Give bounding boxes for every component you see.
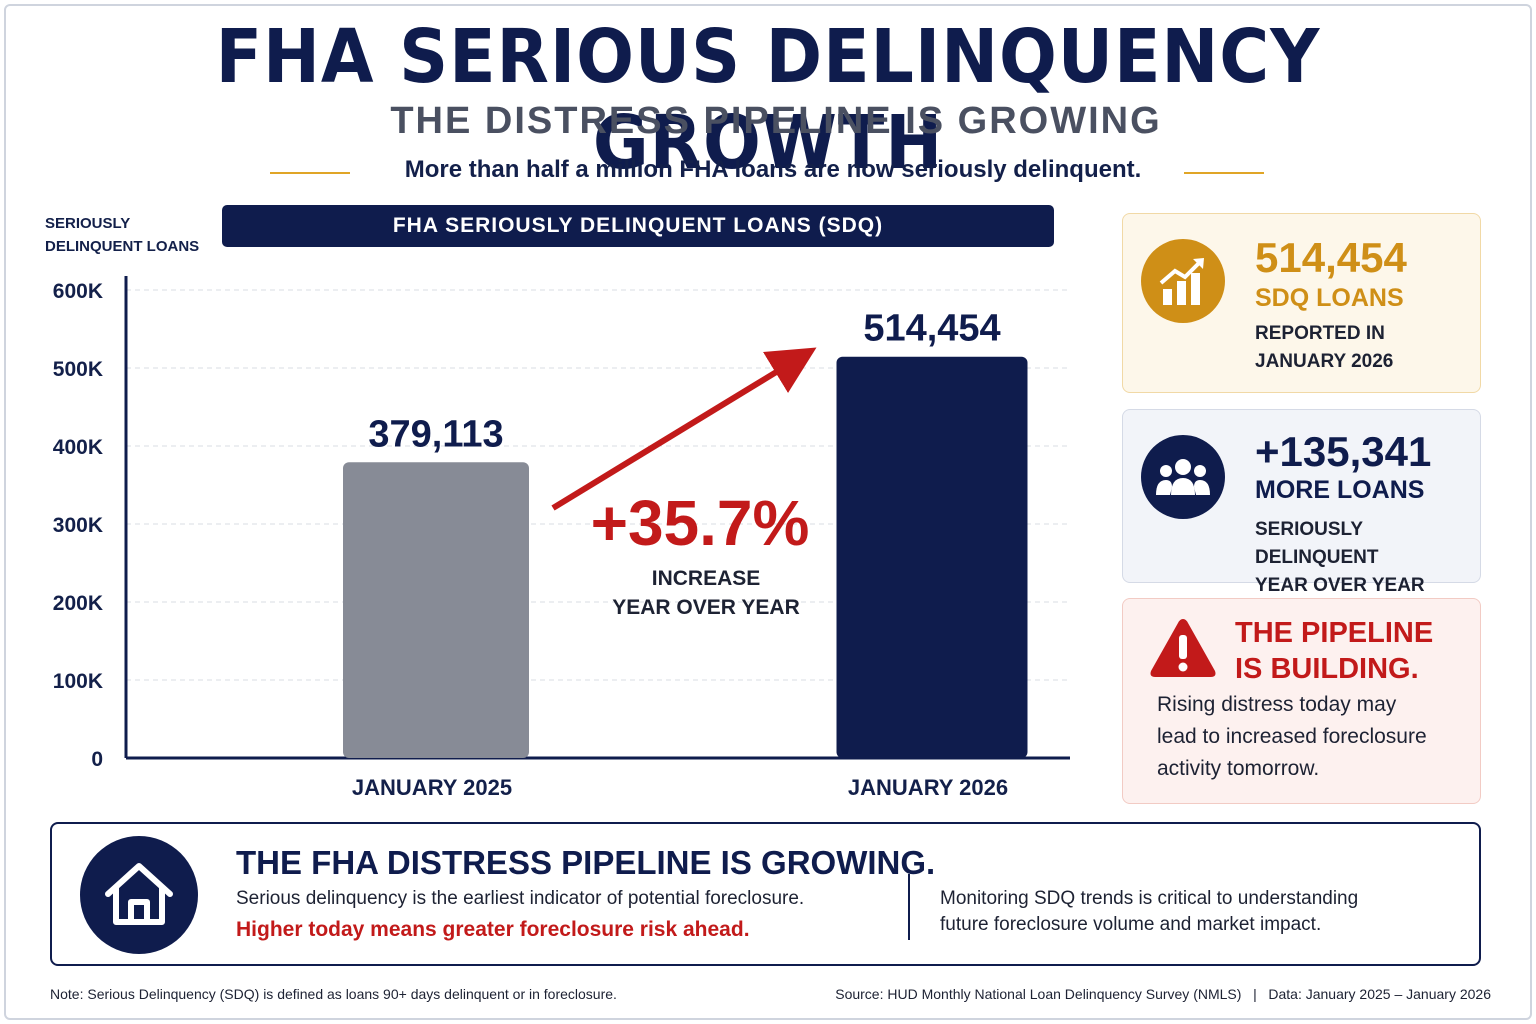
pipeline-text-line1: Rising distress today may bbox=[1157, 693, 1397, 716]
sdq-loans-text: REPORTED IN JANUARY 2026 bbox=[1255, 320, 1393, 376]
bar-value-label: 514,454 bbox=[863, 308, 1000, 350]
footnote: Note: Serious Delinquency (SDQ) is defin… bbox=[50, 986, 617, 1002]
pct-increase-value: +35.7% bbox=[591, 487, 810, 559]
y-tick-label: 300K bbox=[53, 514, 103, 537]
sdq-loans-card: 514,454 SDQ LOANS REPORTED IN JANUARY 20… bbox=[1122, 213, 1481, 393]
page-frame bbox=[4, 4, 1532, 1020]
bar-chart: 0 100K 200K 300K 400K 500K 600K 379,113 JANUARY… bbox=[53, 276, 1070, 800]
pct-increase-label-line2: YEAR OVER YEAR bbox=[612, 596, 800, 619]
summary-right: Monitoring SDQ trends is critical to und… bbox=[940, 886, 1440, 938]
chart-title: FHA SERIOUSLY DELINQUENT LOANS (SDQ) bbox=[222, 205, 1054, 247]
sdq-loans-text-line1: REPORTED IN bbox=[1255, 323, 1385, 344]
pipeline-text-line3: activity tomorrow. bbox=[1157, 757, 1320, 780]
summary-divider bbox=[908, 874, 910, 940]
tagline-rule-right bbox=[1184, 172, 1264, 174]
more-loans-number: +135,341 bbox=[1255, 428, 1432, 475]
warning-icon bbox=[1150, 619, 1216, 677]
y-tick-label: 500K bbox=[53, 358, 103, 381]
tagline-rule-left bbox=[270, 172, 350, 174]
y-tick-label: 200K bbox=[53, 592, 103, 615]
pipeline-title-line2: IS BUILDING. bbox=[1235, 653, 1419, 685]
y-axis-title-line1: SERIOUSLY bbox=[45, 215, 131, 232]
bar-value-label: 379,113 bbox=[368, 413, 503, 455]
more-loans-card: +135,341 MORE LOANS SERIOUSLY DELINQUENT… bbox=[1122, 409, 1481, 596]
pct-increase-label-line1: INCREASE bbox=[652, 567, 761, 590]
more-loans-title: MORE LOANS bbox=[1255, 476, 1425, 504]
pipeline-card: THE PIPELINE IS BUILDING. Rising distres… bbox=[1122, 598, 1481, 804]
summary-line1: Serious delinquency is the earliest indi… bbox=[236, 888, 805, 909]
page-subtitle: THE DISTRESS PIPELINE IS GROWING bbox=[390, 100, 1162, 142]
summary-panel: THE FHA DISTRESS PIPELINE IS GROWING. Se… bbox=[50, 822, 1481, 966]
source-line: Source: HUD Monthly National Loan Delinq… bbox=[835, 986, 1491, 1002]
y-tick-label: 600K bbox=[53, 280, 103, 303]
tagline: More than half a million FHA loans are n… bbox=[404, 156, 1142, 183]
bar bbox=[836, 356, 1028, 758]
chart-growth-icon bbox=[1141, 239, 1225, 323]
y-tick-label: 400K bbox=[53, 436, 103, 459]
y-tick-label: 100K bbox=[53, 670, 103, 693]
y-tick-label: 0 bbox=[91, 748, 103, 771]
users-icon bbox=[1141, 435, 1225, 519]
more-loans-text: SERIOUSLY DELINQUENT YEAR OVER YEAR bbox=[1255, 516, 1480, 600]
pipeline-text: Rising distress today may lead to increa… bbox=[1157, 689, 1427, 785]
house-icon bbox=[80, 836, 198, 954]
page-title: FHA SERIOUS DELINQUENCY GROWTH bbox=[215, 14, 1321, 186]
bar bbox=[343, 462, 529, 758]
x-tick-label: JANUARY 2026 bbox=[848, 775, 1008, 800]
pipeline-title: THE PIPELINE IS BUILDING. bbox=[1235, 615, 1433, 687]
summary-right-line2: future foreclosure volume and market imp… bbox=[940, 914, 1322, 935]
summary-right-line1: Monitoring SDQ trends is critical to und… bbox=[940, 888, 1359, 909]
y-axis-title-line2: DELINQUENT LOANS bbox=[45, 238, 200, 255]
more-loans-text-line2: YEAR OVER YEAR bbox=[1255, 575, 1425, 596]
pipeline-text-line2: lead to increased foreclosure bbox=[1157, 725, 1427, 748]
summary-line2: Higher today means greater foreclosure r… bbox=[236, 918, 750, 941]
sdq-loans-title: SDQ LOANS bbox=[1255, 284, 1404, 312]
pipeline-title-line1: THE PIPELINE bbox=[1235, 617, 1434, 649]
summary-title: THE FHA DISTRESS PIPELINE IS GROWING. bbox=[236, 844, 936, 881]
tagline-row: More than half a million FHA loans are n… bbox=[0, 156, 1536, 190]
sdq-loans-text-line2: JANUARY 2026 bbox=[1255, 351, 1394, 372]
sdq-loans-number: 514,454 bbox=[1255, 234, 1407, 281]
growth-arrow bbox=[551, 347, 817, 511]
x-tick-label: JANUARY 2025 bbox=[352, 775, 512, 800]
y-axis-title: SERIOUSLY DELINQUENT LOANS bbox=[45, 212, 199, 258]
more-loans-text-line1: SERIOUSLY DELINQUENT bbox=[1255, 519, 1379, 568]
